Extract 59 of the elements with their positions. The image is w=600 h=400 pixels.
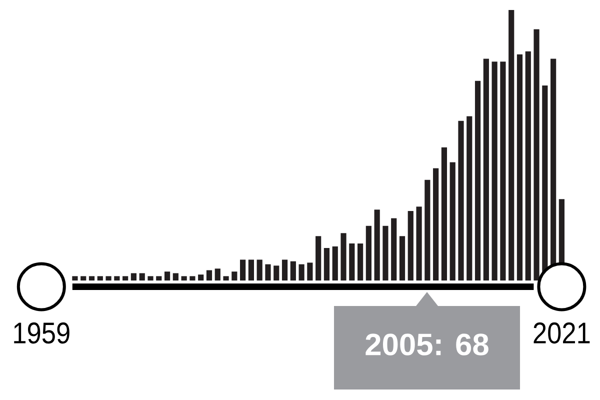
bar: [240, 260, 246, 280]
bar: [357, 243, 364, 280]
bar: [516, 54, 523, 280]
bar: [382, 226, 388, 280]
bar: [424, 180, 430, 280]
bar: [391, 218, 397, 280]
bar: [232, 272, 238, 280]
bar: [172, 273, 178, 280]
bar: [408, 210, 414, 280]
bar: [265, 264, 271, 280]
bar: [450, 162, 456, 280]
bar: [290, 261, 296, 280]
bar: [298, 264, 304, 280]
bar: [282, 260, 288, 280]
bar: [534, 29, 540, 280]
bar: [525, 51, 531, 280]
bar: [324, 248, 330, 280]
bar: [416, 206, 422, 280]
bar: [458, 120, 464, 280]
bar: [72, 276, 78, 280]
bar: [433, 168, 439, 280]
bar: [130, 273, 137, 280]
bar: [366, 226, 372, 280]
bar: [374, 210, 380, 280]
bar: [106, 276, 112, 280]
x-tick-label: 1959: [14, 322, 70, 344]
bar: [164, 272, 170, 280]
bar: [466, 116, 472, 280]
bar: [148, 276, 154, 280]
bar: [474, 80, 481, 280]
bar: [190, 276, 196, 280]
bar: [156, 276, 162, 280]
bar: [139, 273, 145, 280]
bar: [483, 58, 489, 280]
bar: [181, 276, 187, 280]
bar: [399, 236, 406, 280]
x-tick-label: 2021: [534, 322, 590, 344]
text: 2005: 68: [366, 334, 488, 356]
bar: [97, 276, 103, 280]
bar: [122, 276, 128, 280]
bar: [307, 262, 313, 280]
bar: [198, 274, 204, 280]
bar: [80, 276, 86, 280]
bar: [340, 233, 346, 280]
bar: [316, 236, 322, 280]
bar: [248, 260, 254, 280]
bar: [441, 147, 448, 280]
bar: [500, 62, 506, 280]
bar: [214, 268, 220, 280]
bar: [223, 276, 229, 280]
bar: [88, 276, 95, 280]
bar: [492, 62, 498, 280]
bar: [256, 260, 262, 280]
bar: [114, 276, 120, 280]
bar: [508, 10, 514, 280]
bar: [206, 270, 212, 280]
bar: [349, 243, 355, 280]
bar: [332, 246, 338, 280]
bar: [274, 266, 280, 280]
